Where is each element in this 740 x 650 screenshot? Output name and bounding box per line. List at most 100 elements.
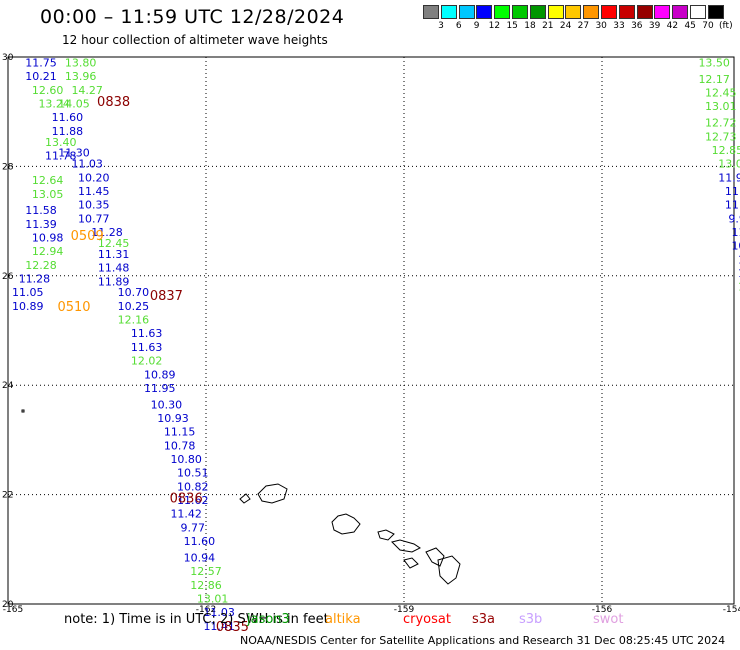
wave-height-label: 12.73: [705, 130, 737, 143]
satellite-legend-item: s3a: [472, 612, 496, 627]
wave-height-label: 11.75: [25, 56, 57, 69]
wave-height-label: 11.44: [725, 199, 740, 212]
color-swatch: [423, 5, 439, 19]
wave-height-label: 13.40: [45, 136, 77, 149]
wave-height-label: 12.45: [705, 87, 737, 100]
island-outline: [425, 547, 445, 567]
y-tick-label: 28: [2, 162, 14, 172]
island-outline: [391, 539, 421, 553]
island-outline: [21, 409, 25, 413]
satellite-legend-item: altika: [325, 612, 361, 627]
satellite-legend-item: cryosat: [403, 612, 451, 627]
color-swatch: [654, 5, 671, 19]
wave-height-label: 11.31: [98, 248, 130, 261]
wave-height-label: 11.70: [738, 267, 740, 280]
color-swatch: [440, 5, 457, 19]
color-scale-label: 39: [648, 21, 661, 31]
wave-height-label: 11.05: [12, 286, 44, 299]
time-label: 0510: [57, 300, 90, 315]
wave-height-label: 12.86: [190, 579, 222, 592]
color-scale-label: 33: [613, 21, 625, 31]
island-outline: [377, 529, 395, 541]
wave-height-label: 11.62: [177, 494, 209, 507]
wave-height-label: 12.64: [32, 174, 64, 187]
island-outline: [239, 493, 251, 504]
color-scale-label: 18: [524, 21, 536, 31]
wave-height-label: 11.28: [19, 273, 51, 286]
color-swatch: [494, 5, 511, 19]
color-scale-label: 21: [542, 21, 554, 31]
wave-height-label: 12.28: [25, 259, 57, 272]
wave-height-label: 13.96: [65, 70, 97, 83]
wave-height-label: 11.15: [164, 426, 196, 439]
y-tick-label: 26: [2, 272, 14, 282]
color-scale-label: 15: [506, 21, 518, 31]
wave-height-label: 12.85: [712, 144, 740, 157]
wave-height-label: 11.60: [52, 111, 84, 124]
color-scale-label: 45: [684, 21, 696, 31]
color-scale-label: 9: [473, 21, 480, 31]
color-swatch: [601, 5, 617, 19]
x-tick-label: -156: [592, 605, 613, 615]
wave-height-label: 13.50: [698, 56, 730, 69]
wave-height-label: 14.05: [58, 97, 90, 110]
wave-height-label: 11.41: [203, 620, 235, 633]
color-swatch: [707, 5, 724, 19]
island-outline: [331, 513, 361, 535]
wave-height-label: 10.77: [78, 212, 110, 225]
color-scale-label: 6: [455, 21, 462, 31]
wave-height-label: 11.39: [25, 218, 57, 231]
wave-height-label: 11.45: [78, 185, 110, 198]
wave-height-label: 11.78: [45, 149, 77, 162]
color-scale-label: (ft): [719, 21, 733, 31]
color-swatch: [458, 5, 475, 19]
wave-height-label: 10.93: [157, 412, 189, 425]
wave-height-label: 12.72: [705, 117, 737, 130]
wave-height-label: 11.30: [58, 147, 90, 160]
wave-height-label: 13.80: [65, 56, 97, 69]
chart-subtitle: 12 hour collection of altimeter wave hei…: [62, 33, 328, 47]
color-scale-label: 24: [559, 21, 572, 31]
time-label: 0835: [216, 620, 249, 635]
wave-height-label: 10.21: [25, 70, 57, 83]
wave-height-label: 10.89: [144, 368, 176, 381]
wave-height-label: 11.58: [25, 204, 57, 217]
color-swatch: [690, 5, 706, 19]
wave-height-label: 11.93: [718, 171, 740, 184]
wave-height-label: 12.45: [98, 237, 130, 250]
wave-height-label: 13.01: [705, 100, 737, 113]
color-scale-label: 30: [595, 21, 607, 31]
x-tick-label: -165: [3, 605, 23, 615]
wave-height-label: 11.77: [731, 226, 740, 239]
y-tick-label: 22: [2, 491, 13, 501]
wave-height-label: 10.78: [164, 439, 196, 452]
wave-height-label: 9.77: [181, 521, 206, 534]
map-frame: [7, 56, 735, 605]
y-tick-label: 20: [2, 600, 14, 610]
island-outline: [403, 557, 419, 569]
credit-footer: NOAA/NESDIS Center for Satellite Applica…: [240, 634, 726, 647]
wave-height-label: 12.02: [131, 355, 163, 368]
wave-height-label: 13.24: [38, 97, 70, 110]
wave-height-label: 9.97: [728, 212, 740, 225]
wave-height-label: 11.89: [98, 275, 130, 288]
wave-height-label: 11.28: [91, 226, 123, 239]
wave-height-label: 10.25: [118, 300, 150, 313]
wave-height-label: 10.94: [184, 552, 216, 565]
wave-height-label: 10.93: [738, 253, 740, 266]
color-swatch: [476, 5, 493, 19]
wave-height-label: 10.20: [78, 171, 110, 184]
wave-height-label: 10.80: [170, 453, 202, 466]
color-swatch: [529, 5, 546, 19]
wave-height-label: 10.98: [32, 232, 64, 245]
color-swatch: [583, 5, 600, 19]
satellite-legend-item: s3b: [519, 612, 543, 627]
color-scale-label: 70: [702, 21, 714, 31]
wave-height-label: 10.30: [151, 398, 183, 411]
wave-height-label: 11.95: [144, 382, 176, 395]
x-tick-label: -159: [394, 605, 415, 615]
wave-height-label: 11.56: [725, 185, 740, 198]
wave-height-label: 12.16: [118, 314, 150, 327]
wave-height-label: 10.70: [118, 286, 150, 299]
